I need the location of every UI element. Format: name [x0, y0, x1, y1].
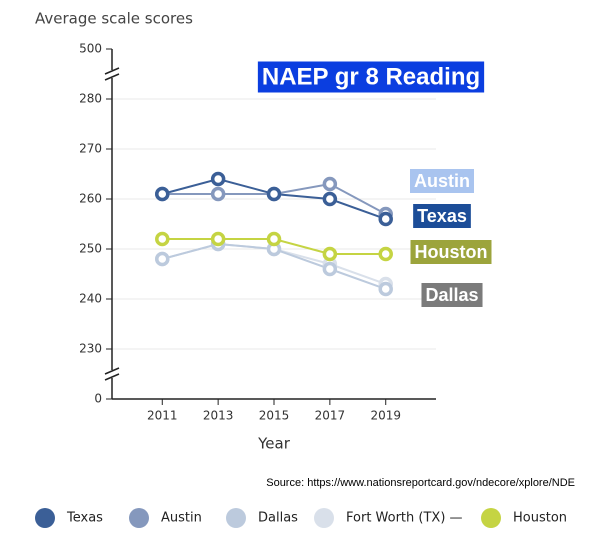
point [210, 231, 226, 247]
x-axis-label: Year [257, 435, 291, 453]
y-tick-label: 500 [79, 42, 102, 56]
axis-break-mark [104, 367, 120, 375]
point [155, 186, 170, 202]
annotation-text: Texas [417, 206, 467, 226]
y-tick-label: 270 [79, 142, 102, 156]
point [322, 176, 338, 192]
axis-break-gap [108, 370, 116, 378]
x-tick-label: 2015 [259, 409, 290, 423]
legend-label: Fort Worth (TX) — [346, 511, 463, 526]
point [322, 191, 338, 207]
point [155, 231, 170, 247]
point [210, 186, 226, 202]
annotation-text: Dallas [425, 285, 478, 305]
annotation-text: Austin [414, 171, 470, 191]
point [378, 281, 393, 297]
point [322, 261, 338, 277]
source-note: Source: https://www.nationsreportcard.go… [266, 477, 575, 489]
annotation-text: Houston [415, 242, 488, 262]
legend-swatch [481, 508, 501, 528]
x-tick-label: 2019 [370, 409, 401, 423]
y-tick-label: 250 [79, 242, 102, 256]
point [210, 171, 226, 187]
y-tick-label: 260 [79, 192, 102, 206]
x-tick-label: 2013 [203, 409, 234, 423]
annotation-box [421, 283, 483, 307]
y-tick-label: 0 [94, 392, 102, 406]
point [378, 246, 393, 262]
annotation-box [413, 204, 471, 228]
legend-swatch [314, 508, 334, 528]
point [266, 186, 282, 202]
annotation-box [410, 240, 492, 264]
legend-swatch [226, 508, 246, 528]
legend-label: Texas [66, 511, 103, 526]
annotation-text: NAEP gr 8 Reading [262, 63, 480, 90]
point [155, 251, 170, 267]
axis-break-mark [104, 373, 120, 381]
axis-break-mark [104, 67, 120, 75]
legend-swatch [35, 508, 55, 528]
y-axis-label: Average scale scores [35, 10, 193, 28]
annotation-box [410, 169, 474, 193]
legend-label: Houston [513, 511, 567, 526]
x-tick-label: 2011 [147, 409, 178, 423]
legend-swatch [129, 508, 149, 528]
annotation-box [257, 61, 485, 93]
legend-label: Austin [161, 511, 202, 526]
axis-break-gap [108, 70, 116, 78]
x-tick-label: 2017 [315, 409, 346, 423]
point [266, 231, 282, 247]
point [322, 246, 338, 262]
y-tick-label: 280 [79, 92, 102, 106]
point [378, 211, 393, 227]
axis-break-mark [104, 73, 120, 81]
y-tick-label: 230 [79, 342, 102, 356]
legend-label: Dallas [258, 511, 298, 526]
y-tick-label: 240 [79, 292, 102, 306]
